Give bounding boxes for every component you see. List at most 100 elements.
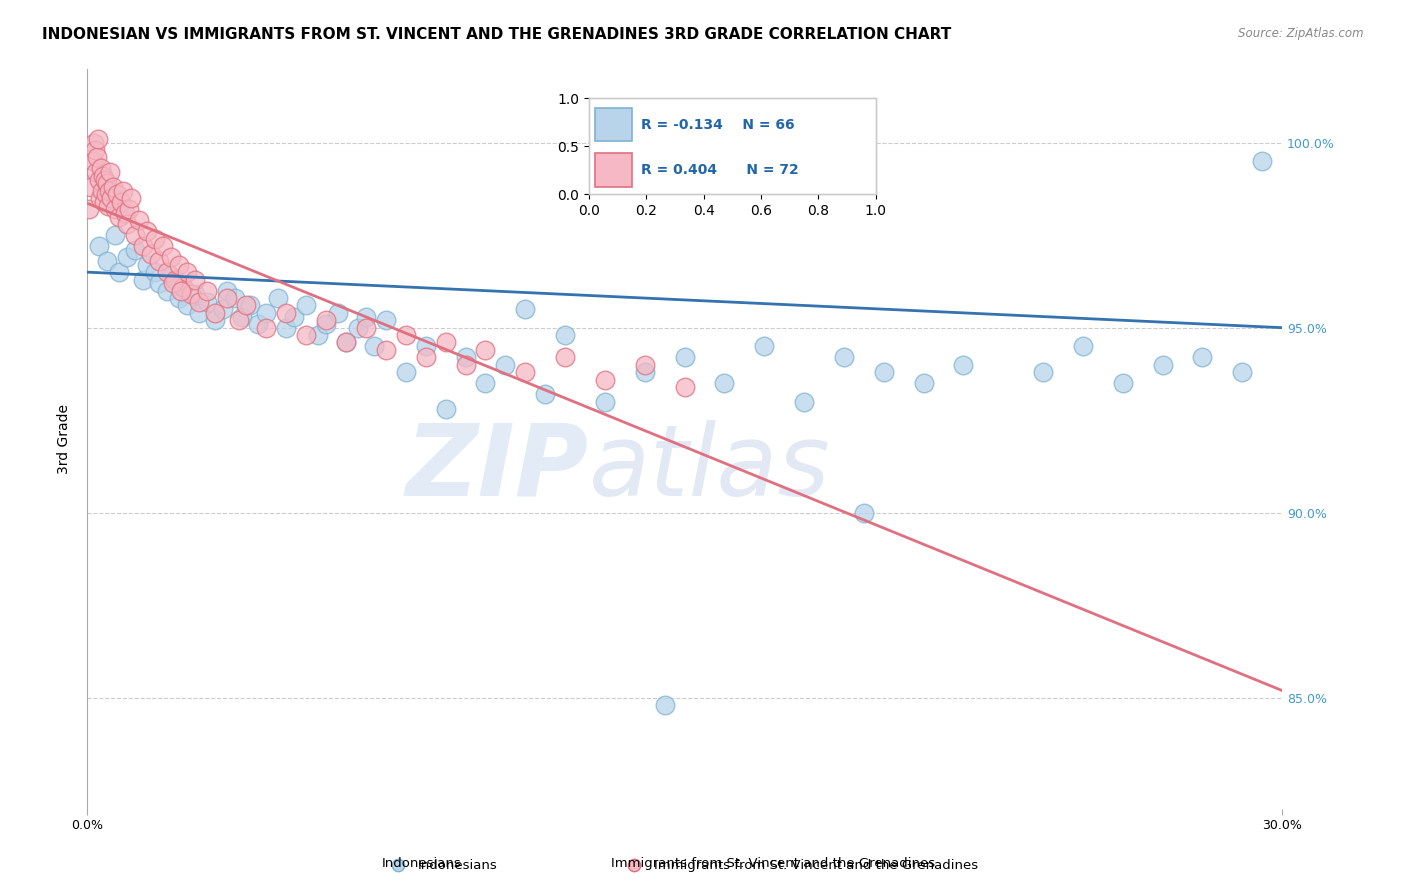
Point: [754, 339, 776, 353]
Y-axis label: 3rd Grade: 3rd Grade: [58, 404, 72, 474]
Text: Immigrants from St. Vincent and the Grenadines: Immigrants from St. Vincent and the Gren…: [654, 859, 979, 871]
Point: [634, 365, 657, 379]
Point: [295, 298, 318, 312]
Point: [912, 376, 935, 391]
Point: [91, 169, 114, 183]
Point: [235, 298, 257, 312]
Point: [124, 243, 146, 257]
Point: [172, 280, 194, 294]
Point: [104, 228, 127, 243]
Point: [176, 265, 198, 279]
Point: [415, 351, 437, 365]
Point: [152, 239, 174, 253]
Point: [335, 335, 357, 350]
Point: [98, 184, 121, 198]
Point: [228, 313, 250, 327]
Point: [1032, 365, 1054, 379]
Point: [713, 376, 735, 391]
Point: [347, 320, 370, 334]
Point: [105, 187, 128, 202]
Point: [1251, 154, 1274, 169]
Point: [110, 194, 132, 209]
Point: [1230, 365, 1253, 379]
Point: [96, 254, 118, 268]
Point: [215, 284, 238, 298]
Point: [195, 294, 218, 309]
Point: [143, 232, 166, 246]
Point: [183, 272, 205, 286]
Point: [434, 335, 457, 350]
Point: [515, 302, 537, 317]
Point: [283, 310, 305, 324]
Point: [395, 365, 418, 379]
Point: [195, 284, 218, 298]
Point: [128, 213, 150, 227]
Point: [135, 224, 157, 238]
Point: [254, 306, 277, 320]
Point: [97, 198, 120, 212]
Point: [623, 858, 645, 872]
Point: [267, 291, 290, 305]
Point: [132, 272, 155, 286]
Point: [1191, 351, 1213, 365]
Point: [415, 339, 437, 353]
Point: [673, 351, 696, 365]
Point: [183, 287, 205, 301]
Point: [395, 328, 418, 343]
Point: [96, 176, 118, 190]
Point: [873, 365, 896, 379]
Point: [247, 317, 270, 331]
Point: [139, 246, 162, 260]
Point: [172, 280, 194, 294]
Point: [89, 191, 111, 205]
Point: [1112, 376, 1135, 391]
Point: [118, 202, 141, 217]
Point: [156, 265, 179, 279]
Text: atlas: atlas: [589, 420, 831, 516]
Point: [593, 372, 616, 386]
Point: [159, 250, 181, 264]
Point: [634, 358, 657, 372]
Point: [554, 351, 576, 365]
Point: [363, 339, 385, 353]
Point: [77, 202, 100, 217]
Point: [852, 506, 875, 520]
Text: Indonesians: Indonesians: [382, 857, 461, 870]
Point: [156, 284, 179, 298]
Point: [83, 136, 105, 150]
Point: [187, 294, 209, 309]
Point: [87, 239, 110, 253]
Point: [654, 698, 676, 713]
Text: ZIP: ZIP: [406, 420, 589, 516]
Point: [326, 306, 349, 320]
Point: [187, 306, 209, 320]
Point: [84, 165, 107, 179]
Point: [354, 320, 377, 334]
Point: [114, 206, 136, 220]
Point: [952, 358, 974, 372]
Point: [593, 394, 616, 409]
Point: [167, 291, 190, 305]
Point: [554, 328, 576, 343]
Point: [307, 328, 329, 343]
Point: [204, 306, 226, 320]
Point: [374, 313, 396, 327]
Point: [170, 284, 193, 298]
Point: [111, 184, 134, 198]
Point: [115, 217, 138, 231]
Point: [104, 202, 127, 217]
Point: [124, 228, 146, 243]
Point: [454, 358, 477, 372]
Point: [148, 254, 170, 268]
Point: [82, 154, 104, 169]
Point: [132, 239, 155, 253]
Point: [315, 317, 337, 331]
Point: [98, 165, 121, 179]
Point: [474, 376, 496, 391]
Point: [224, 291, 246, 305]
Point: [135, 258, 157, 272]
Point: [832, 351, 855, 365]
Point: [204, 313, 226, 327]
Text: Immigrants from St. Vincent and the Grenadines: Immigrants from St. Vincent and the Gren…: [612, 857, 935, 870]
Point: [295, 328, 318, 343]
